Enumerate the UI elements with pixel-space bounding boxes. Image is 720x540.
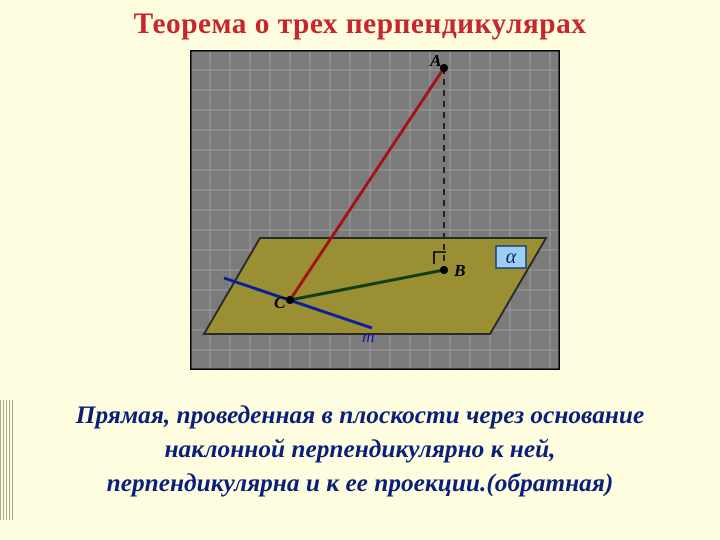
svg-text:C: C (274, 293, 286, 312)
svg-text:m: m (362, 327, 375, 346)
page-title: Теорема о трех перпендикулярах (0, 8, 720, 41)
caption-line-2: наклонной перпендикулярно к ней, (30, 432, 690, 466)
left-decorative-stripe (0, 400, 14, 520)
svg-text:α: α (506, 246, 517, 268)
caption-line-1: Прямая, проведенная в плоскости через ос… (30, 398, 690, 432)
figure-svg: α m A B C (190, 50, 560, 370)
theorem-figure: α m A B C (190, 50, 560, 370)
caption-line-3: перпендикулярна и к ее проекции.(обратна… (30, 466, 690, 500)
svg-text:A: A (429, 51, 442, 70)
theorem-statement: Прямая, проведенная в плоскости через ос… (0, 398, 720, 501)
svg-text:B: B (453, 261, 466, 280)
